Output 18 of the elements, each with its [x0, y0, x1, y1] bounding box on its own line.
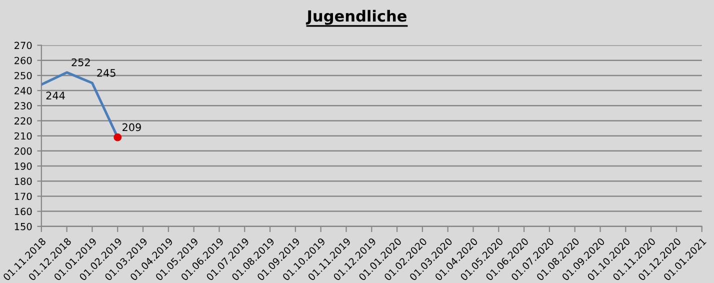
- y-tick-label: 240: [14, 87, 32, 94]
- y-tick-label: 150: [14, 222, 32, 230]
- y-tick-label: 270: [14, 42, 32, 50]
- y-tick-label: 210: [14, 132, 32, 140]
- y-tick-label: 190: [14, 162, 32, 170]
- data-label: 209: [122, 123, 141, 132]
- y-tick-label: 250: [14, 72, 32, 80]
- y-tick-label: 200: [14, 147, 32, 155]
- data-label: 244: [46, 92, 65, 100]
- chart-title: Jugendliche: [306, 10, 406, 25]
- y-tick-label: 220: [14, 117, 32, 125]
- y-tick-label: 180: [14, 178, 32, 185]
- y-tick-label: 170: [14, 192, 32, 200]
- y-tick-label: 260: [14, 56, 32, 64]
- data-label: 245: [97, 68, 116, 77]
- y-tick-label: 230: [14, 102, 32, 110]
- data-label: 252: [72, 58, 90, 66]
- y-tick-label: 160: [14, 208, 32, 216]
